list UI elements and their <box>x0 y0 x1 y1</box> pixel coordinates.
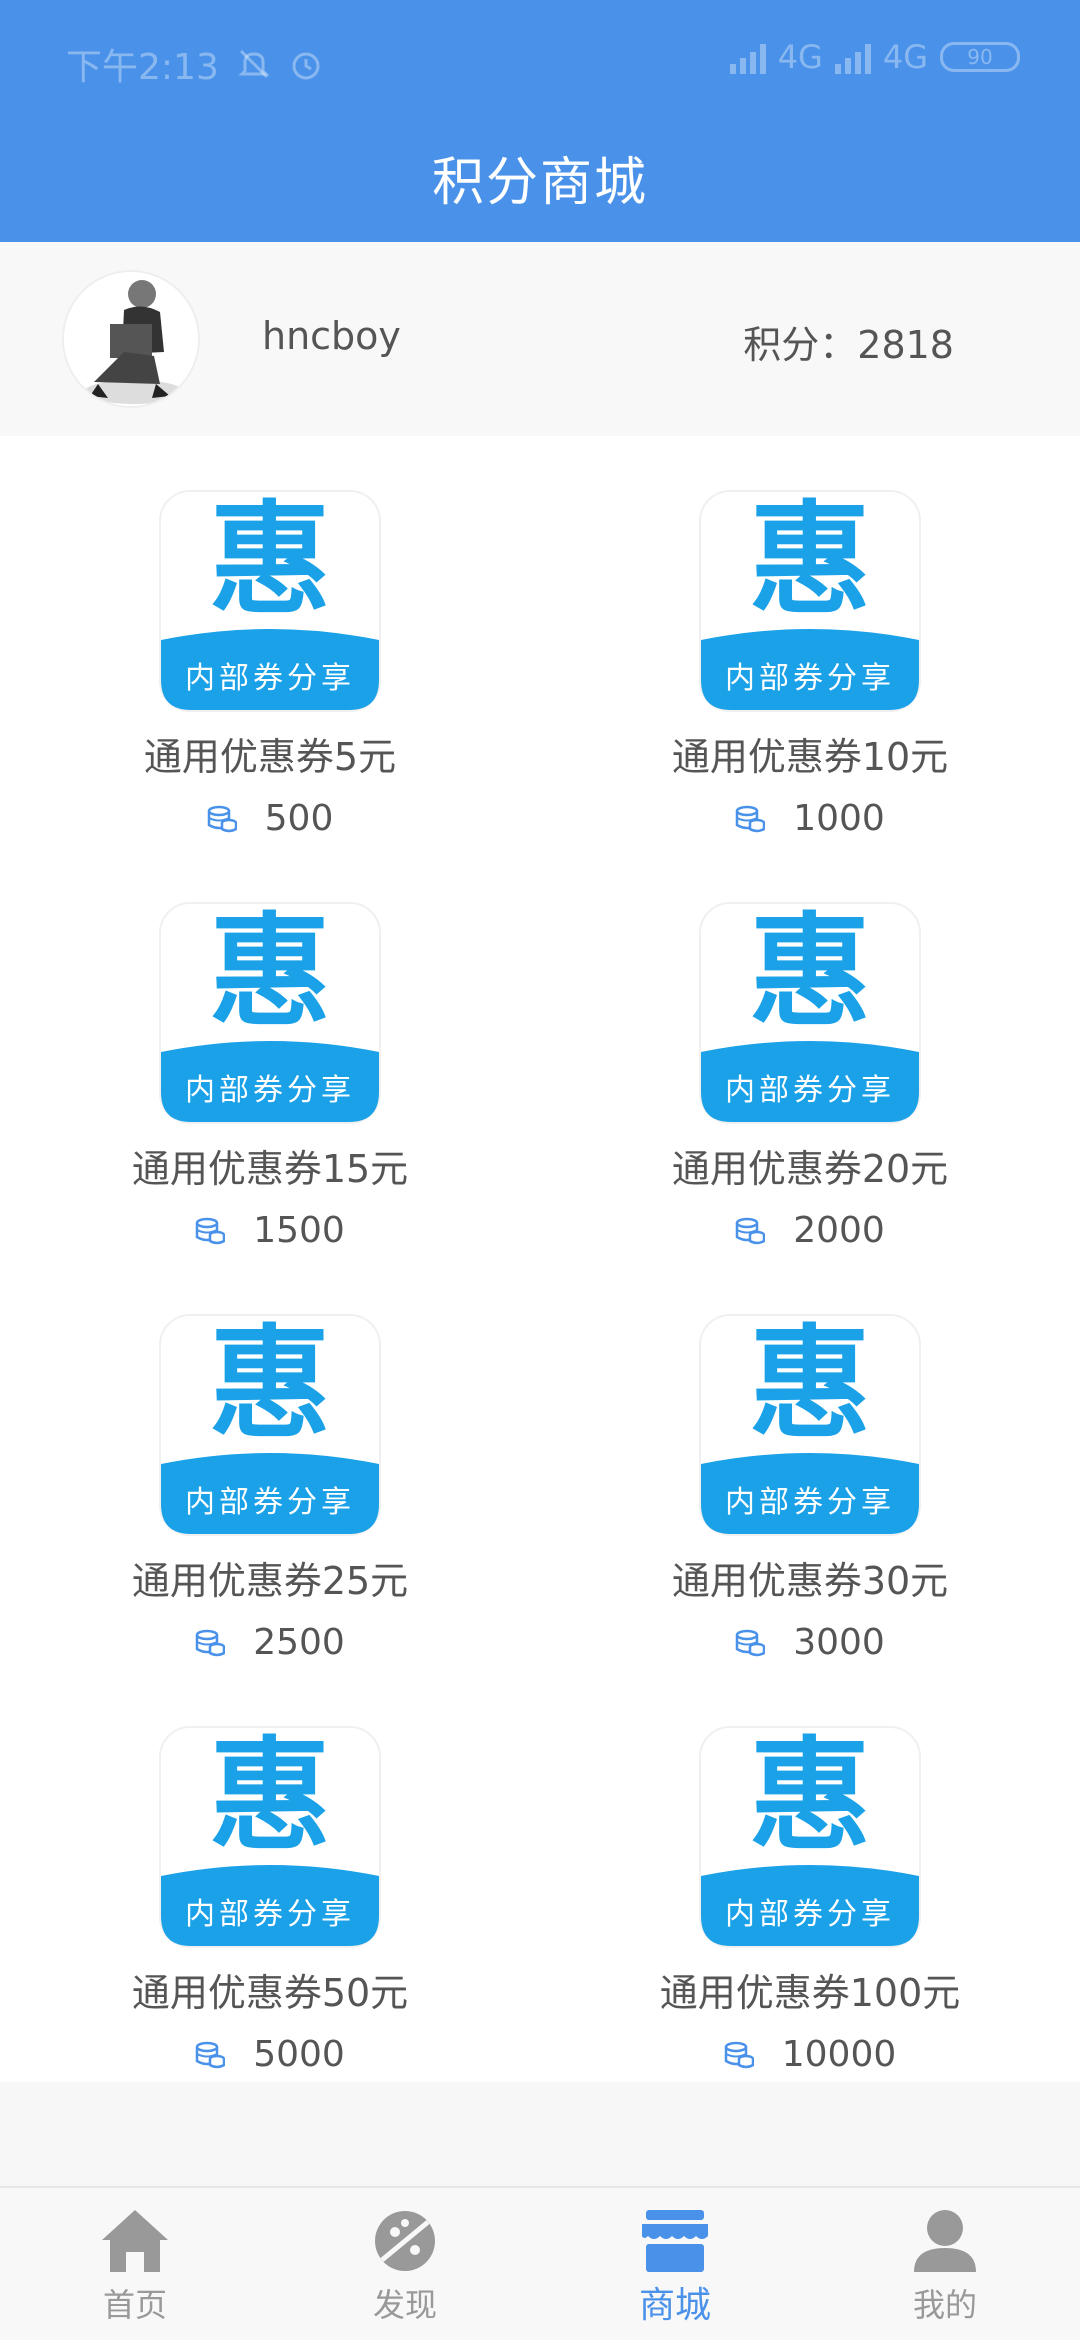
coupon-name: 通用优惠券5元 <box>143 735 397 779</box>
tab-discover[interactable]: 发现 <box>270 2188 540 2340</box>
coupon-price: 1000 <box>540 798 1080 839</box>
coins-icon <box>735 1629 766 1656</box>
bottom-nav: 首页 发现 商城 我的 <box>0 2186 1080 2340</box>
store-icon <box>642 2210 708 2272</box>
coupon-item[interactable]: 惠内部券分享通用优惠券100元 10000 <box>540 1672 1080 2084</box>
logo-big-char: 惠 <box>749 1314 871 1455</box>
coupon-price: 500 <box>0 798 540 839</box>
tab-mine[interactable]: 我的 <box>810 2188 1080 2340</box>
coins-icon <box>735 1217 766 1244</box>
logo-small-text: 内部券分享 <box>725 1485 895 1520</box>
coupon-name: 通用优惠券100元 <box>659 1971 961 2015</box>
coupon-name: 通用优惠券15元 <box>131 1147 409 1191</box>
coupon-price: 10000 <box>540 2034 1080 2075</box>
coupon-item[interactable]: 惠内部券分享通用优惠券50元 5000 <box>0 1672 540 2084</box>
coins-icon <box>195 2041 226 2068</box>
coupon-name: 通用优惠券50元 <box>131 1971 409 2015</box>
coupon-item[interactable]: 惠内部券分享通用优惠券20元 2000 <box>540 848 1080 1260</box>
logo-big-char: 惠 <box>209 902 331 1043</box>
coins-icon <box>724 2041 754 2068</box>
coupon-price: 1500 <box>0 1210 540 1251</box>
tab-home[interactable]: 首页 <box>0 2188 270 2340</box>
status-bar: 下午2:13 4G 4G 90 <box>0 0 1080 118</box>
coins-icon <box>195 1629 226 1656</box>
price-value: 1000 <box>793 798 885 839</box>
coupon-price: 3000 <box>540 1622 1080 1663</box>
logo-big-char: 惠 <box>209 1314 331 1455</box>
points-balance: 积分：2818 <box>743 323 954 367</box>
signal-icon-2 <box>834 40 871 74</box>
avatar[interactable] <box>62 270 200 408</box>
price-value: 10000 <box>781 2034 897 2075</box>
logo-small-text: 内部券分享 <box>725 1073 895 1108</box>
price-value: 2000 <box>793 1210 885 1251</box>
tab-store[interactable]: 商城 <box>540 2188 810 2340</box>
coupon-grid: 惠内部券分享 通用优惠券5元 500 惠内部券分享 通用优惠券10元 1000 惠内部券分享… <box>0 436 1080 2082</box>
coupon-price: 2500 <box>0 1622 540 1663</box>
coins-icon <box>735 805 766 832</box>
price-value: 3000 <box>793 1622 885 1663</box>
page-title: 积分商城 <box>431 153 648 213</box>
status-time: 下午2:13 <box>66 47 219 88</box>
coins-icon <box>195 1217 226 1244</box>
logo-small-text: 内部券分享 <box>185 661 355 696</box>
coupon-item[interactable]: 惠内部券分享通用优惠券15元 1500 <box>0 848 540 1260</box>
logo-big-char: 惠 <box>749 1726 871 1867</box>
coins-icon <box>207 805 237 832</box>
logo-big-char: 惠 <box>209 1726 331 1867</box>
coupon-item[interactable]: 惠内部券分享通用优惠券10元 1000 <box>540 436 1080 848</box>
coupon-price: 5000 <box>0 2034 540 2075</box>
home-icon <box>102 2210 168 2272</box>
logo-small-text: 内部券分享 <box>185 1485 355 1520</box>
coupon-price: 2000 <box>540 1210 1080 1251</box>
username: hncboy <box>262 314 401 358</box>
logo-big-char: 惠 <box>209 490 331 631</box>
mute-bell-icon <box>238 49 270 79</box>
logo-small-text: 内部券分享 <box>185 1073 355 1108</box>
alarm-icon <box>292 52 320 80</box>
user-icon <box>914 2210 976 2272</box>
discover-icon <box>375 2211 435 2271</box>
coupon-name: 通用优惠券20元 <box>671 1147 949 1191</box>
logo-small-text: 内部券分享 <box>725 1897 895 1932</box>
coupon-item[interactable]: 惠内部券分享通用优惠券5元 500 <box>0 436 540 848</box>
user-info-bar: hncboy 积分：2818 <box>0 242 1080 436</box>
logo-small-text: 内部券分享 <box>725 661 895 696</box>
coupon-item[interactable]: 惠内部券分享通用优惠券30元 3000 <box>540 1260 1080 1672</box>
logo-small-text: 内部券分享 <box>185 1897 355 1932</box>
battery-icon: 90 <box>940 42 1020 72</box>
coupon-item[interactable]: 惠内部券分享通用优惠券25元 2500 <box>0 1260 540 1672</box>
coupon-name: 通用优惠券10元 <box>671 735 949 779</box>
coupon-name: 通用优惠券30元 <box>671 1559 949 1603</box>
price-value: 500 <box>264 798 334 839</box>
network-type-1: 4G <box>777 38 823 76</box>
logo-big-char: 惠 <box>749 902 871 1043</box>
signal-icon <box>729 40 766 74</box>
price-value: 1500 <box>253 1210 345 1251</box>
price-value: 5000 <box>253 2034 345 2075</box>
app-header: 下午2:13 4G 4G 90 积分商城 <box>0 0 1080 242</box>
network-type-2: 4G <box>882 38 928 76</box>
logo-big-char: 惠 <box>749 490 871 631</box>
price-value: 2500 <box>253 1622 345 1663</box>
coupon-name: 通用优惠券25元 <box>131 1559 409 1603</box>
